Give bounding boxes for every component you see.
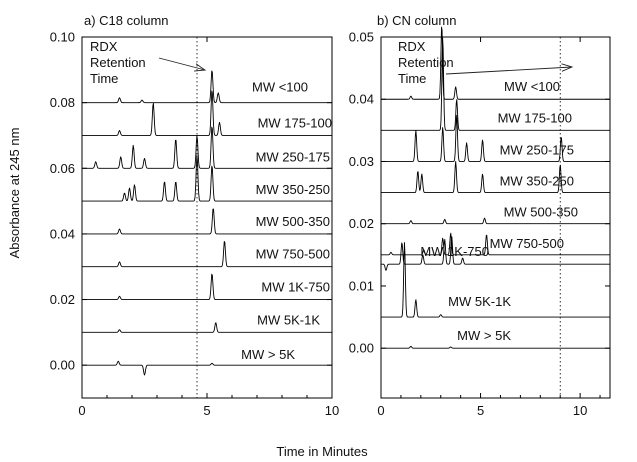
y-tick-label: 0.03 [349,154,374,169]
trace-label: MW 1K-750 [261,280,330,295]
trace-label: MW <100 [252,80,308,95]
trace-label: MW 5K-1K [257,312,320,327]
trace-label: MW 350-250 [256,182,330,197]
y-tick-label: 0.04 [349,92,374,107]
trace-label: MW 750-500 [490,236,564,251]
x-tick-label: 0 [78,403,85,418]
trace-line [381,37,610,131]
trace-label: MW 750-500 [256,247,330,262]
trace-line [381,345,610,349]
trace-line [82,155,332,202]
trace-line [381,217,610,225]
y-tick-label: 0.10 [50,30,75,45]
retention-arrow [158,57,206,71]
retention-annotation-label: Time [398,71,426,86]
trace-label: MW 175-100 [258,115,332,130]
x-tick-label: 0 [377,403,384,418]
trace-line [381,114,610,162]
retention-arrow [445,66,573,75]
retention-annotation-label: RDX [398,39,426,54]
trace-label: MW > 5K [241,347,295,362]
retention-arrow-head [194,63,207,72]
panel-a-c18: a) C18 column 0.00 0.02 0.04 0.06 0.08 0.10 0 5 1… [50,13,340,418]
panel-b-cn: b) CN column 0.00 0.01 0.02 0.03 0.04 0.05 0 5 10… [349,13,611,418]
trace-label: MW 250-175 [256,149,330,164]
y-tick-label: 0.04 [50,226,75,241]
trace-line [82,126,332,169]
retention-annotation-label: Retention [398,55,454,70]
y-tick-label: 0.06 [50,161,75,176]
x-tick-label: 10 [325,403,339,418]
retention-annotation-label: Time [90,71,118,86]
y-tick-label: 0.05 [349,30,374,45]
x-tick-label: 5 [477,403,484,418]
y-tick-label: 0.02 [349,216,374,231]
retention-annotation-label: RDX [90,39,118,54]
trace-label: MW 1K-750 [420,244,489,259]
trace-line [82,360,332,376]
trace-line [82,208,332,235]
figure-xlabel: Time in Minutes [276,444,368,459]
trace-label: MW 175-100 [498,110,572,125]
plot-frame [380,36,611,399]
trace-line [381,26,610,100]
trace-label: MW 250-175 [500,142,574,157]
trace-label: MW 350-250 [500,174,574,189]
x-tick-label: 10 [573,403,587,418]
trace-line [82,70,332,104]
retention-arrow-head [561,63,574,72]
panel-title: b) CN column [377,13,456,28]
x-tick-label: 5 [203,403,210,418]
y-tick-label: 0.00 [349,341,374,356]
retention-annotation-label: Retention [90,55,146,70]
trace-label: MW 500-350 [256,214,330,229]
y-tick-label: 0.00 [50,358,75,373]
figure-ylabel: Absorbance at 245 nm [7,128,22,259]
trace-line [381,236,610,271]
y-tick-label: 0.01 [349,278,374,293]
trace-line [82,90,332,136]
panel-title: a) C18 column [84,13,169,28]
trace-line [82,240,332,268]
y-tick-label: 0.02 [50,292,75,307]
y-tick-label: 0.08 [50,95,75,110]
trace-label: MW <100 [504,79,560,94]
trace-line [381,232,610,256]
trace-label: MW 5K-1K [448,294,511,309]
trace-line [381,161,610,194]
trace-label: MW > 5K [457,328,511,343]
trace-label: MW 500-350 [504,205,578,220]
trace-line [381,242,610,318]
trace-line [82,273,332,300]
trace-line [82,322,332,333]
